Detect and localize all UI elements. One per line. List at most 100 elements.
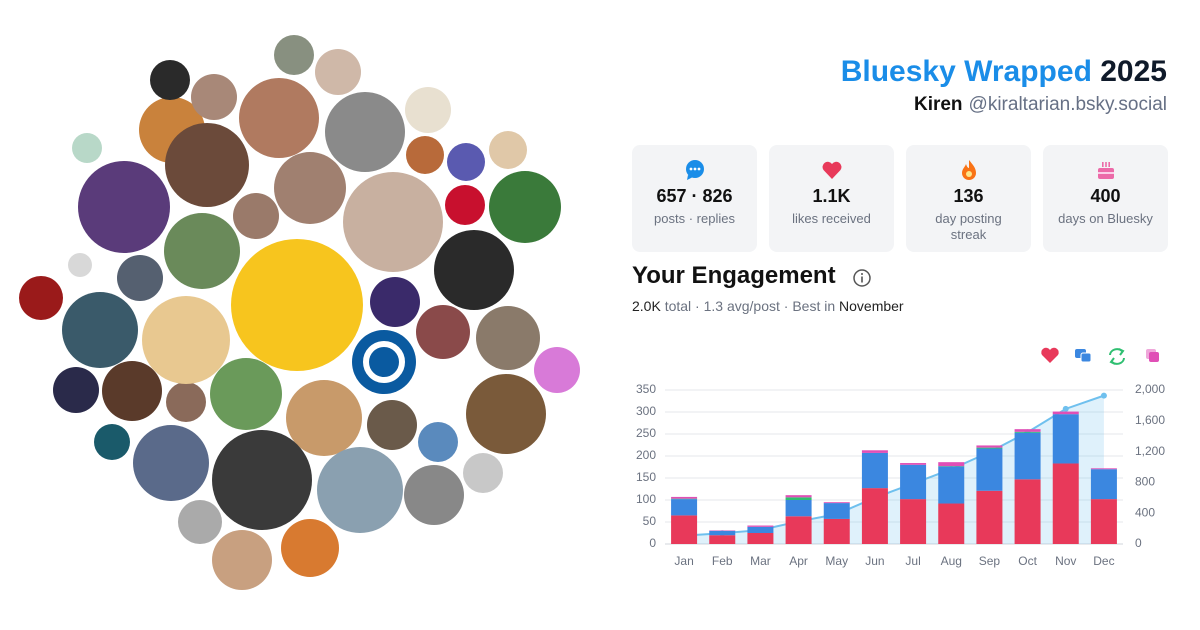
x-tick-label: Nov (1055, 554, 1076, 568)
bar-segment (861, 488, 888, 544)
avatar (274, 35, 314, 75)
avatar (418, 422, 458, 462)
bar-segment (747, 525, 774, 527)
bar-segment (747, 526, 774, 533)
avatar (133, 425, 209, 501)
bar-segment (1014, 432, 1041, 480)
bar-segment (938, 466, 965, 504)
bar-segment (1090, 499, 1117, 544)
best-month: November (839, 298, 904, 314)
avatar (212, 530, 272, 590)
y-tick-label: 300 (636, 404, 656, 418)
icon (961, 160, 976, 180)
avatar (210, 358, 282, 430)
stat-label: day posting streak (935, 211, 1002, 242)
avatar (466, 374, 546, 454)
avatar (367, 400, 417, 450)
avatar (53, 367, 99, 413)
avatar (343, 172, 443, 272)
stat-label: posts · replies (654, 211, 735, 226)
bar-segment (900, 463, 927, 465)
title: Bluesky Wrapped 2025 (841, 55, 1167, 89)
avatar (534, 347, 580, 393)
avatar (274, 152, 346, 224)
avatar (102, 361, 162, 421)
avatar (405, 87, 451, 133)
avatar (281, 519, 339, 577)
bar-segment (709, 530, 736, 536)
bar-segment (938, 462, 965, 467)
x-tick-label: Mar (750, 554, 771, 568)
legend-icon (1149, 352, 1159, 362)
icon (822, 161, 841, 179)
bar-segment (1052, 411, 1079, 415)
avatar (416, 305, 470, 359)
avatar (164, 213, 240, 289)
y-tick-label: 350 (636, 382, 656, 396)
bar-segment (1090, 469, 1117, 500)
section-title: Your Engagement (632, 262, 836, 289)
bar-segment (976, 445, 1003, 448)
stat-label: likes received (792, 211, 871, 226)
avatar (72, 133, 102, 163)
line-point (1100, 392, 1107, 399)
info-icon[interactable] (852, 268, 872, 288)
y2-tick-label: 2,000 (1135, 382, 1165, 396)
bar-segment (938, 503, 965, 544)
avatar (239, 78, 319, 158)
stat-card: 657 · 826 posts · replies (632, 145, 757, 252)
bar-segment (976, 447, 1003, 449)
y-tick-label: 0 (649, 536, 656, 550)
y-tick-label: 250 (636, 426, 656, 440)
summary: 2.0K total · 1.3 avg/post · Best in Nove… (632, 298, 904, 314)
avatar (489, 171, 561, 243)
avatar (445, 185, 485, 225)
y-tick-label: 200 (636, 448, 656, 462)
avatar (191, 74, 237, 120)
bar-segment (1090, 468, 1117, 470)
avatar (142, 296, 230, 384)
bar-segment (671, 499, 698, 516)
bar-segment (1014, 479, 1041, 544)
x-tick-label: Dec (1093, 554, 1114, 568)
bar-segment (785, 497, 812, 500)
y2-tick-label: 1,200 (1135, 444, 1165, 458)
legend-icon (1041, 347, 1059, 363)
avatar (447, 143, 485, 181)
total: 2.0K (632, 298, 661, 314)
avatar (212, 430, 312, 530)
stat-card: 1.1K likes received (769, 145, 894, 252)
bar-segment (900, 499, 927, 544)
bar-segment (823, 503, 850, 519)
bar-segment (900, 464, 927, 500)
avatar (370, 277, 420, 327)
y-tick-label: 100 (636, 492, 656, 506)
bar-segment (747, 533, 774, 544)
stat-card: 136 day posting streak (906, 145, 1031, 252)
y-tick-label: 50 (643, 514, 657, 528)
avatar (463, 453, 503, 493)
bar-segment (1014, 431, 1041, 433)
x-tick-label: Sep (979, 554, 1001, 568)
avatar (19, 276, 63, 320)
avatar (178, 500, 222, 544)
bar-segment (976, 448, 1003, 491)
user: Kiren @kiraltarian.bsky.social (914, 94, 1167, 116)
display-name: Kiren (913, 94, 963, 115)
bar-segment (709, 535, 736, 544)
stat-value: 657 · 826 (656, 186, 733, 206)
stat-card: 400 days on Bluesky (1043, 145, 1168, 252)
bar-segment (823, 518, 850, 544)
icon (1097, 162, 1114, 179)
stat-value: 400 (1090, 186, 1121, 206)
bar-segment (785, 516, 812, 544)
avatar (317, 447, 403, 533)
avatar (352, 330, 416, 394)
x-tick-label: May (825, 554, 848, 568)
y2-tick-label: 800 (1135, 475, 1155, 489)
stat-value: 136 (953, 186, 984, 206)
avatar (315, 49, 361, 95)
stat-label: days on Bluesky (1058, 211, 1153, 226)
